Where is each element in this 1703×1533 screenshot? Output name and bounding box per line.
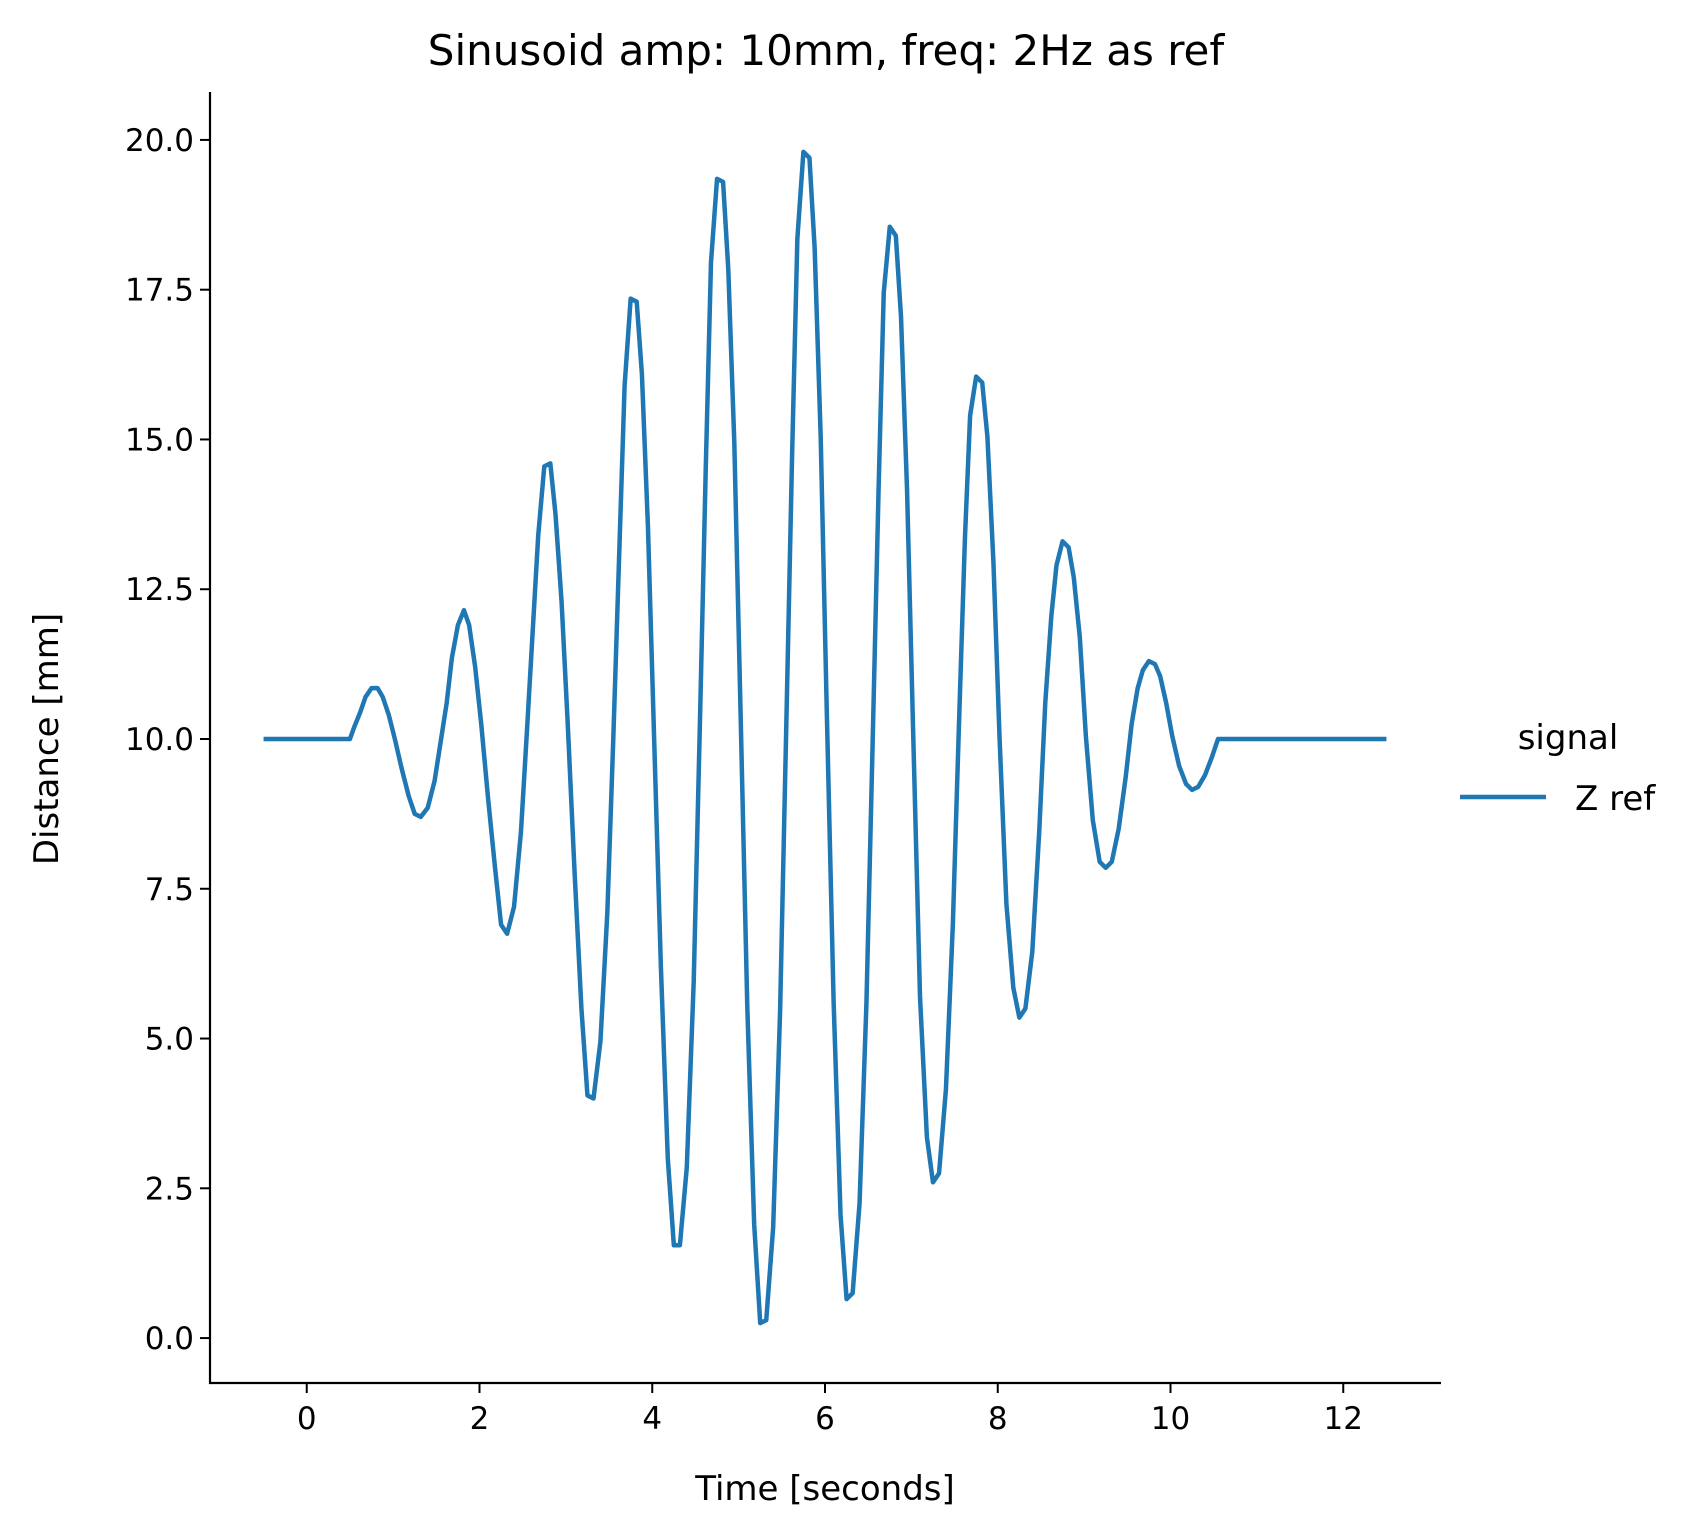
- x-tick-label: 4: [642, 1401, 662, 1437]
- legend-label-z-ref: Z ref: [1575, 779, 1656, 819]
- y-tick-label: 20.0: [125, 123, 194, 159]
- y-tick-label: 0.0: [145, 1321, 194, 1357]
- x-tick-label: 10: [1151, 1401, 1190, 1437]
- legend: signal Z ref: [1460, 718, 1656, 819]
- y-tick-label: 12.5: [125, 572, 194, 608]
- y-tick-label: 10.0: [125, 722, 194, 758]
- x-axis-label: Time [seconds]: [694, 1469, 955, 1509]
- x-tick-label: 2: [470, 1401, 490, 1437]
- y-tick-label: 17.5: [125, 273, 194, 309]
- y-axis-ticks: 0.0 2.5 5.0 7.5 10.0 12.5 15.0 17.5 20.0: [125, 123, 210, 1357]
- y-tick-label: 7.5: [145, 872, 194, 908]
- legend-title: signal: [1518, 718, 1619, 758]
- x-tick-label: 8: [988, 1401, 1008, 1437]
- x-tick-label: 6: [815, 1401, 835, 1437]
- chart-title: Sinusoid amp: 10mm, freq: 2Hz as ref: [428, 26, 1226, 75]
- plot-area: [263, 149, 1387, 1326]
- y-axis-label: Distance [mm]: [27, 613, 67, 865]
- y-tick-label: 2.5: [145, 1171, 194, 1207]
- x-tick-label: 0: [297, 1401, 317, 1437]
- x-axis-ticks: 0 2 4 6 8 10 12: [297, 1383, 1363, 1437]
- series-line-z-ref: [263, 149, 1387, 1326]
- x-tick-label: 12: [1324, 1401, 1363, 1437]
- y-tick-label: 15.0: [125, 422, 194, 458]
- y-tick-label: 5.0: [145, 1022, 194, 1058]
